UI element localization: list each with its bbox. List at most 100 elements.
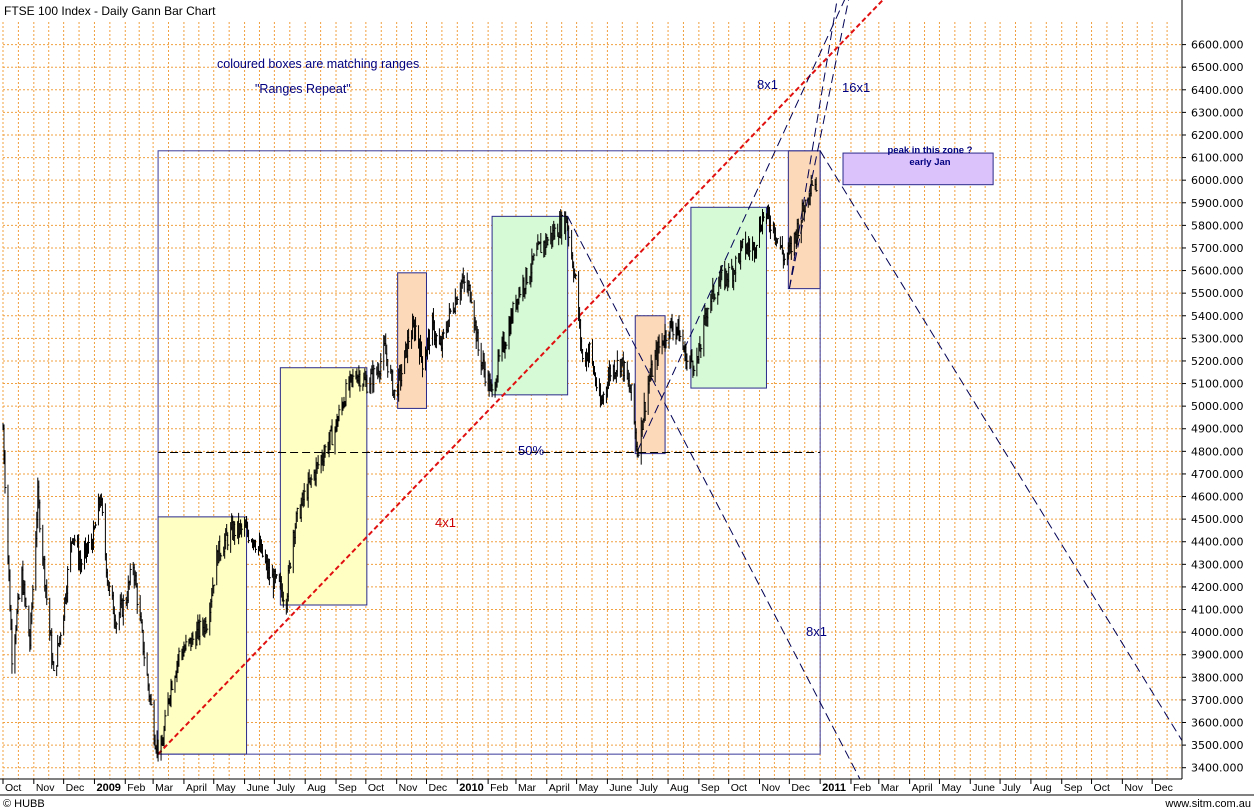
x-tick-label: Oct xyxy=(5,782,21,794)
y-tick-label: 6400.000 xyxy=(1191,84,1244,97)
y-tick-label: 5800.000 xyxy=(1191,219,1244,232)
y-tick-label: 5600.000 xyxy=(1191,265,1244,278)
x-tick-label: 2010 xyxy=(459,782,483,794)
orange-box-2 xyxy=(634,315,666,455)
y-tick-label: 5000.000 xyxy=(1191,400,1244,413)
y-tick-label: 4500.000 xyxy=(1191,513,1244,526)
range-boxes xyxy=(157,150,994,755)
y-tick-label: 3400.000 xyxy=(1191,762,1244,775)
x-tick-label: Feb xyxy=(127,782,145,794)
y-tick-label: 3900.000 xyxy=(1191,649,1244,662)
x-tick-label: Aug xyxy=(670,782,689,794)
x-tick-label: April xyxy=(186,782,207,794)
x-tick-label: May xyxy=(579,782,600,794)
x-tick-label: Sep xyxy=(701,782,720,794)
y-tick-label: 3700.000 xyxy=(1191,694,1244,707)
y-tick-label: 4200.000 xyxy=(1191,581,1244,594)
x-tick-label: May xyxy=(941,782,962,794)
x-tick-label: Oct xyxy=(368,782,384,794)
y-tick-label: 6300.000 xyxy=(1191,106,1244,119)
y-tick-label: 4400.000 xyxy=(1191,536,1244,549)
x-tick-label: Dec xyxy=(1154,782,1173,794)
price-bars xyxy=(2,174,818,762)
x-tick-label: May xyxy=(216,782,237,794)
y-tick-label: 6100.000 xyxy=(1191,152,1244,165)
x-tick-label: Oct xyxy=(1094,782,1110,794)
y-tick-label: 5500.000 xyxy=(1191,287,1244,300)
peak-note-line1: peak in this zone ? xyxy=(888,145,973,156)
4x1-line xyxy=(157,0,885,755)
y-tick-label: 6500.000 xyxy=(1191,61,1244,74)
chart-title: FTSE 100 Index - Daily Gann Bar Chart xyxy=(4,4,216,18)
y-tick-label: 5300.000 xyxy=(1191,332,1244,345)
x-tick-label: April xyxy=(549,782,570,794)
ranges-repeat-note: "Ranges Repeat" xyxy=(255,82,351,96)
x-tick-label: Sep xyxy=(1064,782,1083,794)
x-tick-label: 2011 xyxy=(822,782,846,794)
y-tick-label: 6200.000 xyxy=(1191,129,1244,142)
y-tick-label: 4800.000 xyxy=(1191,445,1244,458)
label-4x1: 4x1 xyxy=(435,515,456,530)
x-tick-label: Sep xyxy=(338,782,357,794)
x-axis: Oct Nov Dec 2009 Feb Mar April May June July Aug Se… xyxy=(0,778,1254,796)
x-tick-label: Nov xyxy=(1124,782,1143,794)
x-tick-label: Aug xyxy=(1033,782,1052,794)
y-tick-label: 6600.000 xyxy=(1191,39,1244,52)
peak-down-line xyxy=(819,150,1183,741)
y-tick-label: 3600.000 xyxy=(1191,717,1244,730)
x-tick-label: Mar xyxy=(155,782,174,794)
boxes-note: coloured boxes are matching ranges xyxy=(217,57,419,71)
x-tick-label: Oct xyxy=(731,782,747,794)
range-frame xyxy=(157,150,821,755)
x-tick-label: April xyxy=(912,782,933,794)
x-tick-label: Dec xyxy=(66,782,85,794)
peak-note-line2: early Jan xyxy=(909,157,950,168)
green-box-2 xyxy=(690,206,767,389)
y-tick-label: 5100.000 xyxy=(1191,378,1244,391)
16x1-up-line xyxy=(788,0,850,289)
y-tick-label: 4600.000 xyxy=(1191,491,1244,504)
green-box-1 xyxy=(491,215,569,396)
label-8x1-top: 8x1 xyxy=(757,77,778,92)
y-axis: 3400.000 3500.000 3600.000 3700.000 3800.000… xyxy=(1181,0,1244,779)
label-8x1-bottom: 8x1 xyxy=(806,624,827,639)
x-tick-label: Nov xyxy=(36,782,55,794)
label-16x1: 16x1 xyxy=(842,80,870,95)
x-tick-label: Aug xyxy=(307,782,326,794)
x-tick-label: Mar xyxy=(881,782,900,794)
x-tick-label: Dec xyxy=(791,782,810,794)
y-tick-label: 3800.000 xyxy=(1191,671,1244,684)
y-tick-label: 5200.000 xyxy=(1191,355,1244,368)
y-tick-label: 6000.000 xyxy=(1191,174,1244,187)
x-tick-label: June xyxy=(609,782,632,794)
y-tick-label: 4100.000 xyxy=(1191,604,1244,617)
x-tick-label: Feb xyxy=(853,782,871,794)
y-tick-label: 4700.000 xyxy=(1191,468,1244,481)
x-tick-label: Nov xyxy=(762,782,781,794)
footer-copyright: © HUBB xyxy=(3,798,45,810)
x-tick-label: Nov xyxy=(399,782,418,794)
y-tick-label: 3500.000 xyxy=(1191,739,1244,752)
y-tick-label: 5700.000 xyxy=(1191,242,1244,255)
y-tick-label: 4900.000 xyxy=(1191,423,1244,436)
x-tick-label: July xyxy=(276,782,295,794)
y-tick-label: 4300.000 xyxy=(1191,558,1244,571)
y-tick-label: 4000.000 xyxy=(1191,626,1244,639)
x-tick-label: June xyxy=(247,782,270,794)
8x1-down-line xyxy=(567,216,861,780)
purple-box xyxy=(842,152,994,186)
x-tick-label: July xyxy=(639,782,658,794)
x-tick-label: Feb xyxy=(490,782,508,794)
y-tick-label: 5900.000 xyxy=(1191,197,1244,210)
x-tick-label: Mar xyxy=(518,782,537,794)
x-tick-label: Dec xyxy=(428,782,447,794)
label-50-percent: 50% xyxy=(518,443,544,458)
x-tick-label: June xyxy=(972,782,995,794)
footer-website: www.sitm.com.au xyxy=(1164,798,1251,810)
y-tick-label: 5400.000 xyxy=(1191,310,1244,323)
yellow-box-2 xyxy=(279,367,368,606)
x-tick-label: July xyxy=(1002,782,1021,794)
8x1-up-line xyxy=(636,0,846,452)
